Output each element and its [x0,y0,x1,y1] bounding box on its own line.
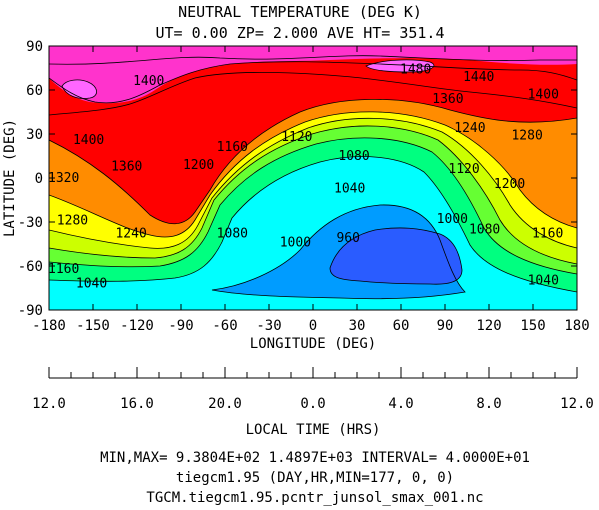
contour-label: 1280 [57,214,88,229]
contour-label: 1280 [511,128,542,143]
contour-line [49,156,577,293]
local-time-tick-label: 4.0 [388,396,413,412]
contour-fill-area: 1480 1440 1400 1400 1360 1400 1360 1320 1280 1240… [48,46,577,310]
contour-label: 1160 [48,262,79,277]
chart-subtitle: UT= 0.00 ZP= 2.000 AVE HT= 351.4 [156,24,445,42]
contour-label: 1000 [437,212,468,227]
contour-line [49,137,577,275]
x-axis-ticks: -180 -150 -120 -90 -60 -30 0 30 60 90 120 150 180 [32,46,590,334]
contour-labels: 1480 1440 1400 1400 1360 1400 1360 1320 1280 1240… [48,62,563,292]
contour-label: 1040 [528,274,559,289]
title-group: NEUTRAL TEMPERATURE (DEG K) UT= 0.00 ZP=… [156,3,445,42]
local-time-tick-label: 16.0 [120,396,154,412]
x-tick-label: 0 [309,318,317,334]
y-axis-label: LATITUDE (DEG) [2,119,18,237]
local-time-ticks: 12.0 16.0 20.0 0.0 4.0 8.0 12.0 [32,367,594,412]
footer-model: tiegcm1.95 (DAY,HR,MIN=177, 0, 0) [176,470,454,486]
contour-label: 1160 [217,140,248,155]
local-time-axis: 12.0 16.0 20.0 0.0 4.0 8.0 12.0 LOCAL TIME (HR… [32,367,594,438]
y-tick-label: 60 [26,83,43,99]
contour-label: 1120 [281,130,312,145]
footer-file: TGCM.tiegcm1.95.pcntr_junsol_smax_001.nc [146,490,483,506]
contour-label: 1200 [494,177,525,192]
x-tick-label: -30 [256,318,281,334]
x-tick-label: 150 [520,318,545,334]
contour-label: 1400 [528,87,559,102]
y-tick-label: -90 [18,303,43,319]
contour-lines [49,55,577,300]
x-axis-label: LONGITUDE (DEG) [250,336,376,352]
contour-label: 1200 [183,158,214,173]
contour-line [49,111,577,238]
contour-label: 1240 [115,227,146,242]
contour-label: 1080 [217,227,248,242]
contour-line [329,227,463,285]
contour-line [49,98,577,225]
contour-line [49,117,577,249]
y-tick-label: 0 [35,171,43,187]
local-time-tick-label: 8.0 [476,396,501,412]
local-time-tick-label: 12.0 [560,396,594,412]
contour-band-1480-west [62,79,97,99]
contour-band-1440 [49,46,577,104]
contour-line [211,204,466,300]
contour-band-1480-east [366,59,434,72]
x-tick-label: -150 [76,318,110,334]
footer-minmax: MIN,MAX= 9.3804E+02 1.4897E+03 INTERVAL=… [100,450,530,466]
contour-label: 1040 [76,277,107,292]
footer: MIN,MAX= 9.3804E+02 1.4897E+03 INTERVAL=… [100,450,530,506]
contour-label: 1080 [338,149,369,164]
contour-label: 1360 [111,159,142,174]
local-time-tick-label: 20.0 [208,396,242,412]
x-tick-label: 60 [393,318,410,334]
x-tick-label: -90 [168,318,193,334]
contour-line [61,79,97,99]
y-tick-label: 90 [26,39,43,55]
contour-line [49,55,577,65]
x-tick-label: -180 [32,318,66,334]
local-time-tick-label: 12.0 [32,396,66,412]
y-tick-label: 30 [26,127,43,143]
x-tick-label: 30 [349,318,366,334]
y-axis-ticks: -90 -60 -30 0 30 60 90 [18,39,577,319]
x-tick-label: 180 [564,318,589,334]
contour-label: 1120 [448,162,479,177]
contour-label: 1000 [280,236,311,251]
y-tick-label: -30 [18,215,43,231]
contour-label: 1080 [469,222,500,237]
contour-line [49,125,577,265]
contour-line [49,72,577,116]
contour-label: 1360 [432,92,463,107]
contour-label: 1400 [133,74,164,89]
contour-label: 1400 [73,133,104,148]
contour-label: 1160 [532,227,563,242]
x-tick-label: -120 [120,318,154,334]
chart-title: NEUTRAL TEMPERATURE (DEG K) [178,3,422,21]
contour-label: 960 [336,231,359,246]
local-time-label: LOCAL TIME (HRS) [246,422,381,438]
contour-label: 1040 [334,181,365,196]
contour-label: 1440 [463,70,494,85]
x-tick-label: -60 [212,318,237,334]
y-tick-label: -60 [18,259,43,275]
contour-line [49,61,577,104]
x-tick-label: 120 [476,318,501,334]
contour-label: 1480 [400,62,431,77]
contour-label: 1320 [48,171,79,186]
contour-line [365,59,435,73]
contour-band-960 [330,227,462,285]
contour-label: 1240 [454,121,485,136]
local-time-tick-label: 0.0 [300,396,325,412]
x-tick-label: 90 [437,318,454,334]
